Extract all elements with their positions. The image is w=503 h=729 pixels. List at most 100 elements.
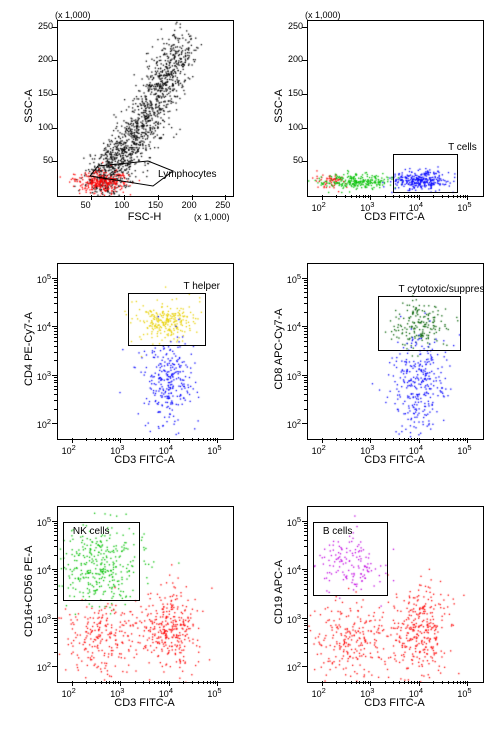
x-minor-tick xyxy=(356,195,357,198)
y-tick-label: 104 xyxy=(31,320,51,333)
scatter-canvas xyxy=(308,21,483,196)
y-minor-tick xyxy=(54,620,57,621)
y-minor-tick xyxy=(54,312,57,313)
y-minor-tick xyxy=(54,535,57,536)
x-minor-tick xyxy=(385,438,386,441)
y-minor-tick xyxy=(54,382,57,383)
y-minor-tick xyxy=(304,577,307,578)
y-minor-tick xyxy=(304,595,307,596)
y-minor-tick xyxy=(54,380,57,381)
y-minor-tick xyxy=(54,571,57,572)
y-minor-tick xyxy=(304,282,307,283)
y-tick-label: 102 xyxy=(31,660,51,673)
y-tick xyxy=(302,521,307,522)
x-minor-tick xyxy=(448,438,449,441)
x-axis-mult: (x 1,000) xyxy=(194,212,230,222)
y-minor-tick xyxy=(54,288,57,289)
x-minor-tick xyxy=(408,195,409,198)
y-minor-tick xyxy=(54,389,57,390)
x-minor-tick xyxy=(465,681,466,684)
x-minor-tick xyxy=(167,681,168,684)
y-minor-tick xyxy=(54,334,57,335)
y-minor-tick xyxy=(304,285,307,286)
x-minor-tick xyxy=(143,438,144,441)
x-minor-tick xyxy=(198,438,199,441)
y-minor-tick xyxy=(304,380,307,381)
x-minor-tick xyxy=(113,438,114,441)
y-minor-tick xyxy=(54,331,57,332)
y-minor-tick xyxy=(54,528,57,529)
panel-p1: (x 1,000)SSC-ALymphocytes501001502002505… xyxy=(12,12,244,227)
x-minor-tick xyxy=(453,438,454,441)
x-minor-tick xyxy=(115,681,116,684)
x-minor-tick xyxy=(154,438,155,441)
x-minor-tick xyxy=(345,438,346,441)
x-minor-tick xyxy=(411,438,412,441)
y-minor-tick xyxy=(304,584,307,585)
y-minor-tick xyxy=(304,346,307,347)
y-axis-mult: (x 1,000) xyxy=(305,10,341,20)
y-minor-tick xyxy=(304,571,307,572)
y-tick-label: 102 xyxy=(31,417,51,430)
x-minor-tick xyxy=(414,195,415,198)
y-minor-tick xyxy=(54,637,57,638)
y-tick-label: 50 xyxy=(33,155,53,165)
y-tick xyxy=(302,423,307,424)
x-minor-tick xyxy=(399,681,400,684)
x-minor-tick xyxy=(399,195,400,198)
x-minor-tick xyxy=(183,681,184,684)
y-minor-tick xyxy=(54,643,57,644)
y-tick-label: 105 xyxy=(281,515,301,528)
y-tick-label: 150 xyxy=(33,88,53,98)
y-minor-tick xyxy=(54,595,57,596)
x-minor-tick xyxy=(359,681,360,684)
x-minor-tick xyxy=(215,681,216,684)
y-tick xyxy=(302,326,307,327)
y-minor-tick xyxy=(304,303,307,304)
y-minor-tick xyxy=(304,360,307,361)
y-tick-label: 250 xyxy=(283,21,303,31)
scatter-plot: T cells xyxy=(307,20,484,197)
x-minor-tick xyxy=(393,195,394,198)
y-tick xyxy=(302,278,307,279)
y-tick-label: 50 xyxy=(283,155,303,165)
y-minor-tick xyxy=(54,394,57,395)
x-tick-label: 250 xyxy=(215,200,230,210)
x-minor-tick xyxy=(408,681,409,684)
x-minor-tick xyxy=(158,681,159,684)
y-tick-label: 102 xyxy=(281,417,301,430)
y-minor-tick xyxy=(54,352,57,353)
y-minor-tick xyxy=(304,652,307,653)
x-minor-tick xyxy=(411,195,412,198)
x-minor-tick xyxy=(465,195,466,198)
y-tick-label: 102 xyxy=(281,660,301,673)
y-tick-label: 103 xyxy=(31,369,51,382)
y-minor-tick xyxy=(54,297,57,298)
scatter-plot: NK cells xyxy=(57,506,234,683)
x-minor-tick xyxy=(161,438,162,441)
y-tick-label: 250 xyxy=(33,21,53,31)
scatter-plot: B cells xyxy=(307,506,484,683)
x-minor-tick xyxy=(215,438,216,441)
y-minor-tick xyxy=(54,292,57,293)
x-minor-tick xyxy=(345,195,346,198)
y-tick-label: 104 xyxy=(281,563,301,576)
y-minor-tick xyxy=(54,280,57,281)
panel-p4: CD8 APC-Cy7-AT cytotoxic/suppressor10210… xyxy=(262,255,494,470)
y-minor-tick xyxy=(304,400,307,401)
x-minor-tick xyxy=(457,438,458,441)
x-minor-tick xyxy=(154,681,155,684)
x-minor-tick xyxy=(414,438,415,441)
x-axis-label: CD3 FITC-A xyxy=(364,697,425,709)
y-minor-tick xyxy=(54,540,57,541)
y-minor-tick xyxy=(54,629,57,630)
x-minor-tick xyxy=(135,438,136,441)
y-tick-label: 104 xyxy=(281,320,301,333)
scatter-canvas xyxy=(58,264,233,439)
x-minor-tick xyxy=(213,438,214,441)
y-minor-tick xyxy=(304,297,307,298)
y-minor-tick xyxy=(54,623,57,624)
y-tick xyxy=(52,521,57,522)
y-minor-tick xyxy=(304,312,307,313)
y-minor-tick xyxy=(304,535,307,536)
